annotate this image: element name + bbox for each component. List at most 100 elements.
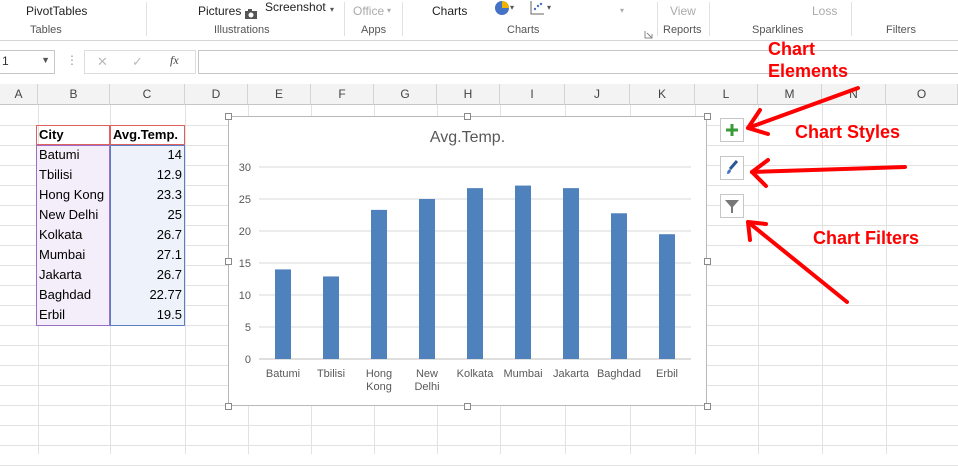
arrow-chart-elements xyxy=(746,86,860,130)
column-header-l[interactable]: L xyxy=(695,84,758,105)
win-loss-button[interactable]: Loss xyxy=(812,4,838,18)
chart-resize-handle[interactable] xyxy=(224,112,232,120)
column-header-b[interactable]: B xyxy=(38,84,110,105)
chevron-down-icon[interactable]: ▼ xyxy=(41,55,50,65)
insert-function-icon[interactable]: fx xyxy=(170,53,179,67)
column-header-e[interactable]: E xyxy=(248,84,311,105)
column-header-m[interactable]: M xyxy=(758,84,822,105)
column-header-c[interactable]: C xyxy=(110,84,185,105)
table-cell-temp[interactable]: 12.9 xyxy=(110,165,185,185)
x-tick-label: Mumbai xyxy=(503,368,542,380)
dialog-launcher-icon[interactable] xyxy=(644,26,653,39)
column-header-a[interactable]: A xyxy=(0,84,38,105)
chart-resize-handle[interactable] xyxy=(703,112,711,120)
header-range-highlight xyxy=(36,125,110,145)
pictures-button[interactable]: Pictures xyxy=(198,4,242,18)
table-cell-temp[interactable]: 23.3 xyxy=(110,185,185,205)
table-cell-city[interactable]: Hong Kong xyxy=(36,185,110,205)
chart-elements-button[interactable] xyxy=(720,118,744,142)
chart-resize-handle[interactable] xyxy=(464,112,471,120)
grid-row-line xyxy=(0,425,958,426)
table-cell-city[interactable]: New Delhi xyxy=(36,205,110,225)
bar-kolkata xyxy=(467,188,483,359)
table-cell-city[interactable]: Mumbai xyxy=(36,245,110,265)
reports-group-label: Reports xyxy=(663,24,702,36)
chevron-down-icon: ▾ xyxy=(547,3,552,12)
chart-plot: 0 5 10 15 20 25 30 Batumi Tbilisi Hong Kong New Delh… xyxy=(239,162,691,393)
ribbon-separator xyxy=(402,2,403,36)
table-cell-temp[interactable]: 26.7 xyxy=(110,225,185,245)
illustrations-group-label: Illustrations xyxy=(214,24,270,36)
grid-column-line xyxy=(185,105,186,454)
x-tick-label: Tbilisi xyxy=(317,368,345,380)
header-cell-city[interactable]: City xyxy=(39,127,64,142)
bar-erbil xyxy=(659,234,675,359)
arrow-chart-styles xyxy=(750,158,770,188)
chart-styles-annotation: Chart Styles xyxy=(795,122,901,142)
grid-column-line xyxy=(886,105,887,454)
table-cell-city[interactable]: Batumi xyxy=(36,145,110,165)
x-tick-label: Batumi xyxy=(266,368,300,380)
chart-resize-handle[interactable] xyxy=(703,402,711,410)
table-cell-city[interactable]: Jakarta xyxy=(36,265,110,285)
enter-icon[interactable]: ✓ xyxy=(132,54,143,69)
table-cell-temp[interactable]: 25 xyxy=(110,205,185,225)
grid-column-line xyxy=(758,105,759,454)
chart-area[interactable]: Avg.Temp. 0 5 10 15 20 25 30 Batumi Tbilisi Hong K… xyxy=(228,116,707,406)
column-header-h[interactable]: H xyxy=(437,84,500,105)
chart-title[interactable]: Avg.Temp. xyxy=(429,129,506,146)
sparklines-group-label: Sparklines xyxy=(752,24,804,36)
pivottables-button[interactable]: PivotTables xyxy=(26,4,88,18)
arrow-chart-filters xyxy=(746,220,768,242)
power-view-button[interactable]: View xyxy=(670,4,696,18)
table-cell-city[interactable]: Erbil xyxy=(36,305,110,325)
grid-row-line xyxy=(0,445,958,446)
x-tick-label: Hong Kong xyxy=(366,368,392,393)
chevron-down-icon: ▾ xyxy=(620,6,625,15)
screenshot-button[interactable]: Screenshot xyxy=(265,0,326,14)
chart-styles-button[interactable] xyxy=(720,156,744,180)
y-tick-label: 0 xyxy=(245,354,251,366)
office-apps-button[interactable]: Office xyxy=(353,4,385,18)
column-header-n[interactable]: N xyxy=(822,84,886,105)
cancel-icon[interactable]: ✕ xyxy=(97,54,108,69)
chart-filters-button[interactable] xyxy=(720,194,744,218)
formula-bar: 1 ▼ ⋮ ✕ ✓ fx xyxy=(0,48,958,78)
column-header-j[interactable]: J xyxy=(565,84,630,105)
table-cell-temp[interactable]: 14 xyxy=(110,145,185,165)
table-cell-city[interactable]: Baghdad xyxy=(36,285,110,305)
column-header-d[interactable]: D xyxy=(185,84,248,105)
chevron-down-icon: ▾ xyxy=(387,6,392,15)
chevron-down-icon: ▾ xyxy=(510,3,515,12)
formula-input[interactable] xyxy=(198,50,958,74)
column-header-f[interactable]: F xyxy=(311,84,374,105)
table-cell-city[interactable]: Kolkata xyxy=(36,225,110,245)
scatter-chart-icon[interactable] xyxy=(529,0,545,16)
paintbrush-icon xyxy=(727,160,739,174)
chart-resize-handle[interactable] xyxy=(703,257,711,265)
bar-mumbai xyxy=(515,185,531,359)
chart-resize-handle[interactable] xyxy=(464,402,471,410)
pie-chart-icon[interactable] xyxy=(494,0,510,16)
recommended-charts-button[interactable]: Charts xyxy=(432,4,468,18)
name-box[interactable]: 1 ▼ xyxy=(0,50,55,74)
plus-icon xyxy=(726,124,738,136)
table-cell-temp[interactable]: 27.1 xyxy=(110,245,185,265)
header-cell-avg-temp[interactable]: Avg.Temp. xyxy=(113,127,179,142)
bar-hong-kong xyxy=(371,209,387,359)
formula-controls: ✕ ✓ fx xyxy=(84,50,196,74)
chart-resize-handle[interactable] xyxy=(224,257,232,265)
column-header-k[interactable]: K xyxy=(630,84,695,105)
annotation-arrows xyxy=(746,86,907,304)
chart-resize-handle[interactable] xyxy=(224,402,232,410)
charts-group-label: Charts xyxy=(507,24,540,36)
y-tick-label: 25 xyxy=(239,194,251,206)
table-cell-city[interactable]: Tbilisi xyxy=(36,165,110,185)
column-header-g[interactable]: G xyxy=(374,84,437,105)
table-cell-temp[interactable]: 22.77 xyxy=(110,285,185,305)
column-header-i[interactable]: I xyxy=(500,84,565,105)
table-cell-temp[interactable]: 19.5 xyxy=(110,305,185,325)
table-cell-temp[interactable]: 26.7 xyxy=(110,265,185,285)
category-range-highlight xyxy=(36,145,110,326)
